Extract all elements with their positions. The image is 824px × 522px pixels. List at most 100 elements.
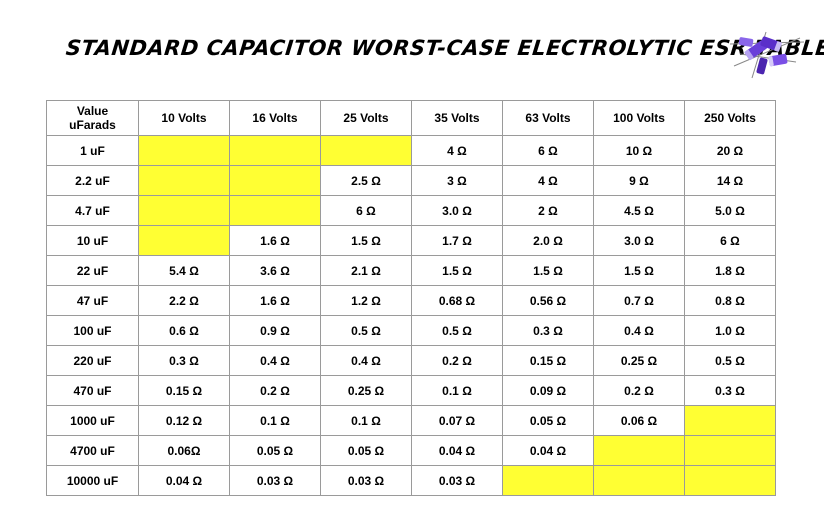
esr-value-cell: 0.03 Ω bbox=[411, 465, 503, 496]
esr-value-cell: 0.1 Ω bbox=[411, 375, 503, 406]
esr-value-cell: 4.5 Ω bbox=[593, 195, 685, 226]
row-label: 47 uF bbox=[46, 285, 139, 316]
esr-value-cell: 0.06 Ω bbox=[593, 405, 685, 436]
esr-value-cell: 0.05 Ω bbox=[320, 435, 412, 466]
esr-value-cell: 2.0 Ω bbox=[502, 225, 594, 256]
esr-value-cell: 0.12 Ω bbox=[138, 405, 230, 436]
column-header: 63 Volts bbox=[502, 100, 594, 136]
esr-value-cell: 0.1 Ω bbox=[320, 405, 412, 436]
column-header: 250 Volts bbox=[684, 100, 776, 136]
esr-value-cell: 0.6 Ω bbox=[138, 315, 230, 346]
row-label: 22 uF bbox=[46, 255, 139, 286]
unavailable-cell bbox=[684, 465, 776, 496]
esr-value-cell: 0.5 Ω bbox=[411, 315, 503, 346]
table-row: 47 uF 2.2 Ω 1.6 Ω 1.2 Ω 0.68 Ω 0.56 Ω 0.7 Ω 0.8… bbox=[46, 285, 776, 316]
unavailable-cell bbox=[684, 435, 776, 466]
row-label: 100 uF bbox=[46, 315, 139, 346]
esr-value-cell: 0.09 Ω bbox=[502, 375, 594, 406]
esr-value-cell: 1.7 Ω bbox=[411, 225, 503, 256]
esr-value-cell: 0.04 Ω bbox=[411, 435, 503, 466]
esr-value-cell: 0.4 Ω bbox=[593, 315, 685, 346]
esr-value-cell: 1.5 Ω bbox=[320, 225, 412, 256]
esr-value-cell: 0.8 Ω bbox=[684, 285, 776, 316]
unavailable-cell bbox=[229, 165, 321, 196]
unavailable-cell bbox=[138, 195, 230, 226]
esr-value-cell: 2.1 Ω bbox=[320, 255, 412, 286]
row-label: 1 uF bbox=[46, 135, 139, 166]
esr-value-cell: 0.3 Ω bbox=[502, 315, 594, 346]
esr-value-cell: 0.03 Ω bbox=[320, 465, 412, 496]
column-header: 16 Volts bbox=[229, 100, 321, 136]
corner-header-line: Value bbox=[76, 104, 109, 118]
esr-value-cell: 0.15 Ω bbox=[138, 375, 230, 406]
esr-value-cell: 0.25 Ω bbox=[320, 375, 412, 406]
esr-value-cell: 20 Ω bbox=[684, 135, 776, 166]
esr-value-cell: 5.4 Ω bbox=[138, 255, 230, 286]
esr-value-cell: 0.15 Ω bbox=[502, 345, 594, 376]
esr-value-cell: 6 Ω bbox=[320, 195, 412, 226]
esr-value-cell: 0.06Ω bbox=[138, 435, 230, 466]
row-label: 1000 uF bbox=[46, 405, 139, 436]
esr-value-cell: 1.5 Ω bbox=[502, 255, 594, 286]
esr-value-cell: 0.05 Ω bbox=[502, 405, 594, 436]
row-label: 4700 uF bbox=[46, 435, 139, 466]
unavailable-cell bbox=[684, 405, 776, 436]
unavailable-cell bbox=[593, 465, 685, 496]
esr-value-cell: 2.2 Ω bbox=[138, 285, 230, 316]
row-label: 4.7 uF bbox=[46, 195, 139, 226]
unavailable-cell bbox=[229, 135, 321, 166]
esr-value-cell: 2 Ω bbox=[502, 195, 594, 226]
esr-value-cell: 14 Ω bbox=[684, 165, 776, 196]
esr-value-cell: 0.56 Ω bbox=[502, 285, 594, 316]
esr-value-cell: 3.0 Ω bbox=[593, 225, 685, 256]
esr-value-cell: 0.2 Ω bbox=[229, 375, 321, 406]
column-header: 10 Volts bbox=[138, 100, 230, 136]
esr-value-cell: 2.5 Ω bbox=[320, 165, 412, 196]
column-header: 35 Volts bbox=[411, 100, 503, 136]
esr-value-cell: 1.5 Ω bbox=[411, 255, 503, 286]
esr-value-cell: 0.07 Ω bbox=[411, 405, 503, 436]
esr-value-cell: 3 Ω bbox=[411, 165, 503, 196]
unavailable-cell bbox=[138, 225, 230, 256]
esr-value-cell: 0.04 Ω bbox=[502, 435, 594, 466]
unavailable-cell bbox=[229, 195, 321, 226]
table-header-row: Value uFarads 10 Volts 16 Volts 25 Volts… bbox=[46, 100, 776, 136]
esr-value-cell: 0.9 Ω bbox=[229, 315, 321, 346]
esr-value-cell: 0.1 Ω bbox=[229, 405, 321, 436]
column-header: 100 Volts bbox=[593, 100, 685, 136]
esr-value-cell: 0.2 Ω bbox=[411, 345, 503, 376]
unavailable-cell bbox=[320, 135, 412, 166]
esr-value-cell: 0.03 Ω bbox=[229, 465, 321, 496]
table-row: 100 uF 0.6 Ω 0.9 Ω 0.5 Ω 0.5 Ω 0.3 Ω 0.4 Ω 1.0 … bbox=[46, 315, 776, 346]
esr-value-cell: 1.8 Ω bbox=[684, 255, 776, 286]
esr-value-cell: 9 Ω bbox=[593, 165, 685, 196]
esr-value-cell: 3.0 Ω bbox=[411, 195, 503, 226]
esr-value-cell: 10 Ω bbox=[593, 135, 685, 166]
row-label: 10000 uF bbox=[46, 465, 139, 496]
esr-value-cell: 1.5 Ω bbox=[593, 255, 685, 286]
unavailable-cell bbox=[138, 135, 230, 166]
capacitors-icon bbox=[729, 31, 805, 79]
row-label: 2.2 uF bbox=[46, 165, 139, 196]
table-row: 220 uF 0.3 Ω 0.4 Ω 0.4 Ω 0.2 Ω 0.15 Ω 0.25 Ω 0.… bbox=[46, 345, 776, 376]
esr-value-cell: 4 Ω bbox=[502, 165, 594, 196]
esr-value-cell: 1.6 Ω bbox=[229, 285, 321, 316]
table-row: 10000 uF 0.04 Ω 0.03 Ω 0.03 Ω 0.03 Ω bbox=[46, 465, 776, 496]
esr-value-cell: 5.0 Ω bbox=[684, 195, 776, 226]
esr-value-cell: 1.0 Ω bbox=[684, 315, 776, 346]
esr-value-cell: 1.2 Ω bbox=[320, 285, 412, 316]
esr-table: Value uFarads 10 Volts 16 Volts 25 Volts… bbox=[46, 100, 776, 496]
table-row: 1000 uF 0.12 Ω 0.1 Ω 0.1 Ω 0.07 Ω 0.05 Ω 0.06 … bbox=[46, 405, 776, 436]
esr-value-cell: 0.05 Ω bbox=[229, 435, 321, 466]
esr-value-cell: 0.2 Ω bbox=[593, 375, 685, 406]
esr-value-cell: 0.4 Ω bbox=[320, 345, 412, 376]
row-label: 10 uF bbox=[46, 225, 139, 256]
esr-value-cell: 6 Ω bbox=[684, 225, 776, 256]
esr-value-cell: 0.5 Ω bbox=[320, 315, 412, 346]
esr-value-cell: 0.5 Ω bbox=[684, 345, 776, 376]
